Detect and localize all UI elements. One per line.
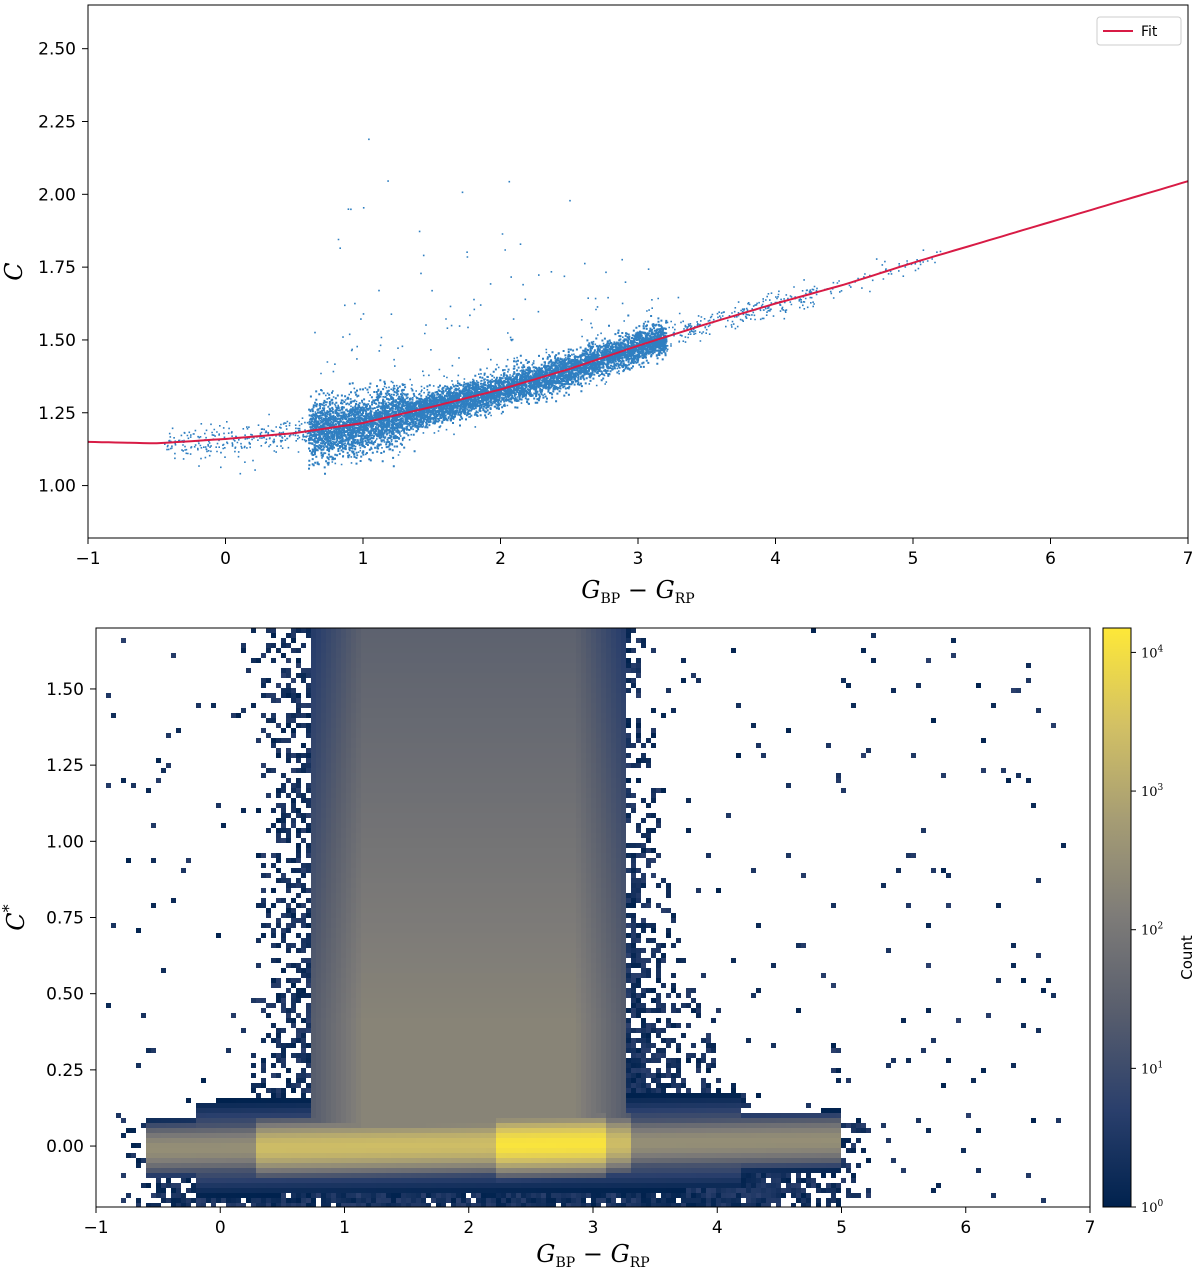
colorbar-tick: 104 [1131, 644, 1164, 661]
fit-line [87, 180, 1189, 445]
x-tick-label: 7 [1183, 549, 1194, 569]
x-tick-label: 1 [339, 1218, 350, 1238]
y-tick-label: 1.50 [46, 680, 84, 700]
y-tick: 2.00 [38, 185, 88, 205]
density-heatmap-chart: −1 0 1 2 3 4 5 6 7 0.000.250.500.751.001.251.50 … [0, 627, 1196, 1271]
colorbar-tick-label: 102 [1141, 922, 1163, 939]
x-axis-label: GBP − GRP [536, 1240, 649, 1271]
heatmap-cells [106, 628, 1066, 1207]
x-tick: 6 [960, 1207, 971, 1238]
y-tick: 0.00 [46, 1137, 96, 1157]
y-tick: 1.50 [46, 680, 96, 700]
x-tick: 3 [588, 1207, 599, 1238]
x-tick: 1 [339, 1207, 350, 1238]
x-tick-label: 0 [220, 549, 231, 569]
y-tick-label: 2.50 [38, 40, 76, 60]
x-tick: 0 [215, 1207, 226, 1238]
colorbar-tick-label: 104 [1141, 644, 1164, 661]
x-tick: 0 [220, 538, 231, 569]
x-tick: 2 [495, 538, 506, 569]
x-tick: 4 [770, 538, 781, 569]
x-tick-label: 4 [712, 1218, 723, 1238]
y-tick-label: 0.75 [46, 909, 84, 929]
y-tick-label: 1.00 [46, 832, 84, 852]
colorbar-tick: 100 [1131, 1199, 1164, 1216]
plot-frame [87, 4, 1189, 539]
x-tick: 1 [358, 538, 369, 569]
y-tick-label: 0.25 [46, 1061, 84, 1081]
x-tick-label: 3 [588, 1218, 599, 1238]
colorbar-tick-label: 103 [1141, 783, 1164, 800]
legend-fit-label: Fit [1141, 24, 1158, 40]
y-tick: 0.50 [46, 985, 96, 1005]
scatter-points [164, 138, 942, 475]
y-tick: 1.75 [38, 258, 88, 278]
y-tick: 2.50 [38, 40, 88, 60]
x-tick: −1 [75, 538, 101, 569]
y-tick-label: 1.50 [38, 331, 76, 351]
y-tick: 2.25 [38, 113, 88, 133]
y-tick: 0.75 [46, 909, 96, 929]
fit-curve [87, 180, 1189, 445]
x-tick-label: 3 [633, 549, 644, 569]
y-tick: 0.25 [46, 1061, 96, 1081]
colorbar-tick-label: 100 [1141, 1199, 1164, 1216]
x-tick-label: 6 [960, 1218, 971, 1238]
legend-box [1096, 16, 1182, 46]
x-axis-ticks: −1 0 1 2 3 4 5 6 7 [75, 538, 1193, 569]
x-tick-label: 4 [770, 549, 781, 569]
y-tick-label: 1.75 [38, 258, 76, 278]
y-tick-label: 1.25 [38, 404, 76, 424]
x-tick-label: 2 [463, 1218, 474, 1238]
x-tick-label: −1 [83, 1218, 108, 1238]
colorbar-tick: 103 [1131, 783, 1164, 800]
y-tick-label: 0.50 [46, 985, 84, 1005]
x-axis-label: GBP − GRP [581, 576, 694, 607]
legend: Fit [1096, 16, 1182, 46]
x-tick: 3 [633, 538, 644, 569]
x-tick-label: 5 [908, 549, 919, 569]
colorbar-ticks: 100 101 102 103 104 [1131, 644, 1164, 1216]
x-tick-label: 0 [215, 1218, 226, 1238]
scatter-point-cloud [164, 138, 942, 475]
y-tick-label: 2.00 [38, 185, 76, 205]
x-tick: 2 [463, 1207, 474, 1238]
y-tick: 1.50 [38, 331, 88, 351]
y-tick: 1.25 [46, 756, 96, 776]
y-axis-label: C [0, 262, 28, 280]
y-tick-label: 1.25 [46, 756, 84, 776]
x-tick: 7 [1085, 1207, 1096, 1238]
x-tick-label: 5 [836, 1218, 847, 1238]
x-tick: 6 [1045, 538, 1056, 569]
x-tick: 5 [836, 1207, 847, 1238]
y-axis-ticks: 0.00 0.25 0.50 0.75 1.00 1.25 1.50 [46, 680, 96, 1157]
y-tick: 1.00 [46, 832, 96, 852]
y-tick-label: 2.25 [38, 113, 76, 133]
y-tick-label: 0.00 [46, 1137, 84, 1157]
x-tick-label: 1 [358, 549, 369, 569]
x-tick-label: 6 [1045, 549, 1056, 569]
colorbar-tick: 101 [1131, 1060, 1163, 1077]
fit-scatter-chart: −1 0 1 2 3 4 5 6 7 1.001.251.501.752.002.252.50 … [0, 4, 1193, 607]
y-axis-ticks: 1.00 1.25 1.50 1.75 2.00 2.25 2.50 [38, 40, 88, 497]
x-tick: 4 [712, 1207, 723, 1238]
y-tick: 1.25 [38, 404, 88, 424]
y-tick-label: 1.00 [38, 477, 76, 497]
colorbar-tick: 102 [1131, 922, 1163, 939]
x-tick-label: 7 [1085, 1218, 1096, 1238]
colorbar: 100 101 102 103 104 Count [1102, 627, 1196, 1216]
colorbar-tick-label: 101 [1141, 1060, 1163, 1077]
y-axis-label: C* [0, 904, 30, 930]
scatter-core-band [308, 314, 668, 475]
colorbar-label: Count [1178, 935, 1196, 980]
x-tick: 7 [1183, 538, 1194, 569]
x-axis-ticks: −1 0 1 2 3 4 5 6 7 [83, 1207, 1095, 1238]
x-tick: −1 [83, 1207, 109, 1238]
x-tick-label: −1 [75, 549, 100, 569]
x-tick-label: 2 [495, 549, 506, 569]
x-tick: 5 [908, 538, 919, 569]
y-tick: 1.00 [38, 477, 88, 497]
colorbar-gradient [1102, 627, 1132, 1208]
